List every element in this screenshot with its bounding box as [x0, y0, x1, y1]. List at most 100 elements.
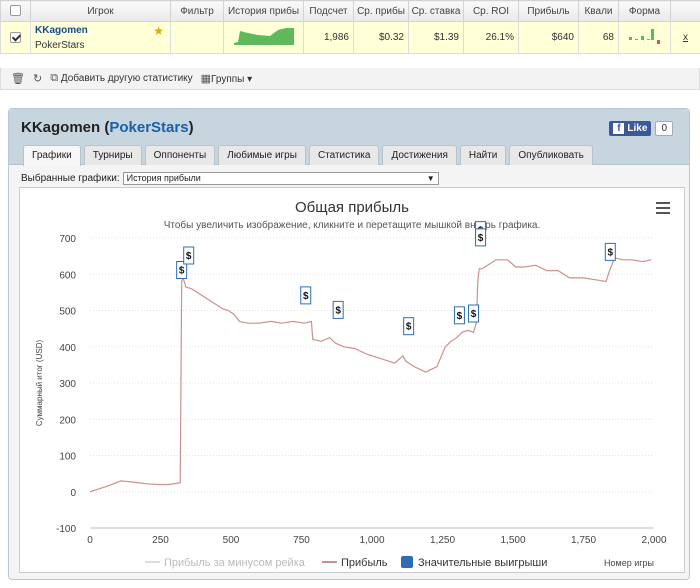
site-link[interactable]: PokerStars — [109, 119, 189, 136]
y-tick-label: 100 — [59, 452, 76, 463]
significant-win-label: $ — [179, 266, 185, 277]
table-row[interactable]: KKagomen PokerStars ★ 1,986 $0.32 $1.39 … — [0, 21, 700, 54]
chart-selector-label: Выбранные графики: — [21, 173, 120, 184]
significant-win-label: $ — [457, 311, 463, 322]
player-name[interactable]: KKagomen — [35, 24, 88, 36]
like-count: 0 — [655, 121, 673, 136]
col-avg-roi[interactable]: Ср. ROI — [463, 0, 519, 22]
tab-opponents[interactable]: Оппоненты — [144, 145, 216, 165]
significant-win-label: $ — [471, 309, 477, 320]
profit-series-line — [89, 257, 652, 493]
y-tick-label: -100 — [56, 524, 76, 535]
trash-icon[interactable]: 🗑 — [11, 73, 25, 85]
refresh-icon[interactable]: ↻ — [32, 73, 43, 85]
significant-win-marker — [453, 306, 465, 325]
y-tick-label: 300 — [59, 379, 76, 390]
col-avg-profit[interactable]: Ср. прибы — [353, 0, 409, 22]
y-tick-label: 400 — [59, 343, 76, 354]
stats-grid: Игрок Фильтр История прибы Подсчет Ср. п… — [0, 0, 700, 54]
panel-title: KKagomen (PokerStars) — [21, 119, 194, 136]
tab-charts[interactable]: Графики — [23, 145, 81, 166]
filter-cell — [170, 21, 224, 54]
grid-toolbar: 🗑 ↻ ⧉ Добавить другую статистику ▦Группы… — [0, 68, 700, 90]
player-cell[interactable]: KKagomen PokerStars ★ — [30, 21, 171, 54]
achievement-icon: ★ — [153, 24, 164, 38]
x-axis-label: Номер игры — [604, 558, 654, 568]
col-form[interactable]: Форма — [618, 0, 671, 22]
significant-win-marker — [468, 304, 480, 323]
significant-win-marker — [183, 246, 195, 265]
significant-win-marker — [332, 300, 344, 319]
chart-container[interactable]: Общая прибыль Чтобы увеличить изображение… — [19, 187, 685, 573]
avg-profit-cell: $0.32 — [353, 21, 409, 54]
significant-win-marker — [475, 228, 487, 247]
form-bar — [640, 36, 644, 40]
legend-profit-label: Прибыль — [341, 557, 388, 569]
facebook-like: f Like 0 — [609, 121, 673, 136]
chart-select[interactable]: История прибыли ▼ — [122, 172, 439, 185]
x-tick-label: 750 — [293, 535, 310, 546]
panel-header: KKagomen (PokerStars) f Like 0 Графики Ту… — [9, 109, 689, 166]
player-panel: KKagomen (PokerStars) f Like 0 Графики Ту… — [8, 108, 690, 580]
form-bar — [650, 29, 654, 40]
tab-favorite-games[interactable]: Любимые игры — [218, 145, 306, 165]
groups-icon: ▦ — [200, 73, 212, 85]
significant-win-label: $ — [186, 251, 192, 262]
player-site: PokerStars — [35, 39, 85, 51]
form-bar — [628, 37, 632, 40]
sparkline-area — [233, 28, 294, 45]
y-tick-label: 0 — [70, 488, 76, 499]
chart-selector-row: Выбранные графики: История прибыли ▼ — [21, 172, 439, 185]
tab-find[interactable]: Найти — [459, 145, 507, 165]
significant-win-marker — [300, 286, 312, 305]
legend-wins-swatch — [401, 556, 413, 568]
avg-roi-cell: 26.1% — [463, 21, 519, 54]
x-tick-label: 1,500 — [500, 535, 525, 546]
col-close — [670, 0, 700, 22]
row-checkbox[interactable] — [0, 21, 31, 54]
significant-win-label: $ — [406, 322, 412, 333]
col-count[interactable]: Подсчет — [303, 0, 354, 22]
quali-cell: 68 — [578, 21, 619, 54]
col-avg-stake[interactable]: Ср. ставка — [408, 0, 464, 22]
history-sparkline — [223, 21, 304, 54]
form-bar — [646, 39, 650, 40]
y-axis-label: Суммарный итог (USD) — [35, 340, 44, 427]
significant-win-marker — [604, 242, 616, 261]
groups-button[interactable]: ▦Группы ▾ — [200, 73, 253, 85]
x-tick-label: 250 — [152, 535, 169, 546]
remove-row-button[interactable]: x — [670, 21, 700, 54]
significant-win-label: $ — [608, 247, 614, 258]
select-all-checkbox[interactable] — [0, 0, 31, 22]
y-tick-label: 500 — [59, 307, 76, 318]
tab-achievements[interactable]: Достижения — [382, 145, 457, 165]
form-bar — [656, 40, 660, 44]
count-cell: 1,986 — [303, 21, 354, 54]
chevron-down-icon: ▾ — [247, 74, 253, 85]
add-stat-button[interactable]: ⧉ Добавить другую статистику — [50, 72, 193, 84]
x-tick-label: 1,250 — [430, 535, 455, 546]
col-player[interactable]: Игрок — [30, 0, 171, 22]
panel-tabs: Графики Турниры Оппоненты Любимые игры С… — [23, 145, 593, 166]
legend-wins-label: Значительные выигрыши — [418, 557, 547, 569]
add-stat-icon: ⧉ — [50, 72, 59, 84]
profit-chart[interactable]: Общая прибыль Чтобы увеличить изображение… — [20, 188, 684, 572]
col-profit[interactable]: Прибыль — [518, 0, 579, 22]
y-tick-label: 600 — [59, 270, 76, 281]
significant-win-marker — [176, 261, 188, 279]
significant-win-label: $ — [303, 291, 309, 302]
col-filter[interactable]: Фильтр — [170, 0, 224, 22]
form-bar — [634, 39, 638, 40]
tab-publish[interactable]: Опубликовать — [509, 145, 593, 165]
significant-win-label: $ — [335, 305, 341, 316]
tab-statistics[interactable]: Статистика — [308, 145, 380, 165]
facebook-like-button[interactable]: f Like — [609, 121, 652, 136]
facebook-icon: f — [613, 123, 625, 134]
tab-tournaments[interactable]: Турниры — [83, 145, 142, 165]
chart-menu-icon[interactable] — [656, 202, 670, 217]
col-history[interactable]: История прибы — [223, 0, 304, 22]
col-quali[interactable]: Квали — [578, 0, 619, 22]
y-tick-label: 700 — [59, 234, 76, 245]
x-tick-label: 1,750 — [571, 535, 596, 546]
x-tick-label: 500 — [223, 535, 240, 546]
